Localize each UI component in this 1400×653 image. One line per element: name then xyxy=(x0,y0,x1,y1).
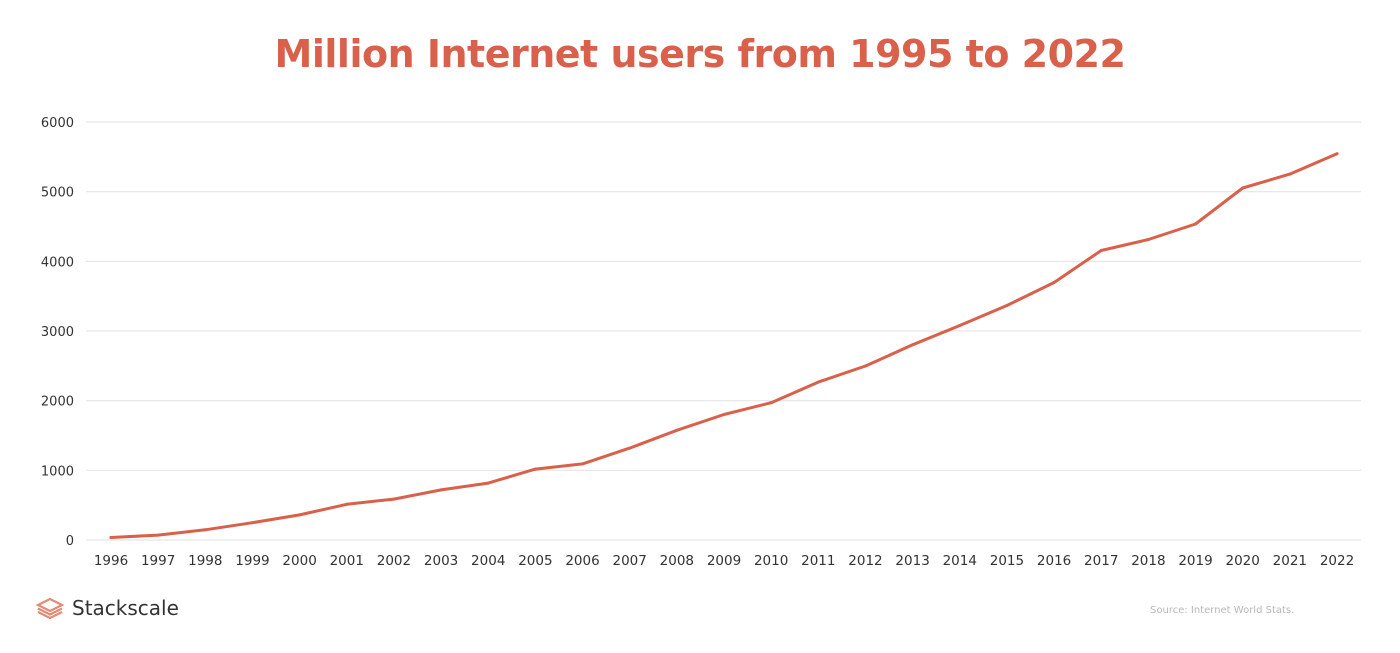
brand-logo: Stackscale xyxy=(36,594,179,622)
x-tick-label: 1999 xyxy=(235,553,269,569)
gridlines xyxy=(86,121,1361,541)
x-tick-label: 2011 xyxy=(801,553,835,569)
x-tick-label: 2000 xyxy=(282,553,316,569)
x-tick-label: 2017 xyxy=(1084,553,1118,569)
x-tick-label: 2008 xyxy=(660,553,694,569)
y-tick-label: 2000 xyxy=(41,395,74,410)
x-tick-label: 2002 xyxy=(377,553,411,569)
y-tick-label: 1000 xyxy=(41,464,74,479)
data-point xyxy=(628,446,632,450)
data-point xyxy=(1052,281,1056,285)
data-point xyxy=(298,513,302,517)
data-point xyxy=(203,528,207,532)
data-point xyxy=(722,412,726,416)
data-point xyxy=(958,323,962,327)
x-tick-label: 2013 xyxy=(895,553,929,569)
series-line xyxy=(109,152,1339,539)
data-point xyxy=(439,488,443,492)
data-point xyxy=(250,521,254,525)
x-tick-label: 2006 xyxy=(565,553,599,569)
data-point xyxy=(1146,238,1150,242)
x-tick-label: 2010 xyxy=(754,553,788,569)
x-tick-label: 2019 xyxy=(1178,553,1212,569)
y-axis-ticks: 0 1000 2000 3000 4000 5000 6000 xyxy=(41,116,74,549)
data-point xyxy=(1288,172,1292,176)
data-point xyxy=(109,535,113,539)
data-point xyxy=(1335,152,1339,156)
x-tick-label: 2014 xyxy=(943,553,977,569)
brand-name: Stackscale xyxy=(72,596,179,620)
x-tick-label: 2015 xyxy=(990,553,1024,569)
x-tick-label: 1997 xyxy=(141,553,175,569)
data-point xyxy=(345,502,349,506)
data-point xyxy=(1194,222,1198,226)
x-tick-label: 2007 xyxy=(613,553,647,569)
data-point xyxy=(533,467,537,471)
x-tick-label: 2009 xyxy=(707,553,741,569)
x-tick-label: 2016 xyxy=(1037,553,1071,569)
x-tick-label: 2004 xyxy=(471,553,505,569)
stacked-layers-icon xyxy=(36,597,64,619)
x-tick-label: 2020 xyxy=(1226,553,1260,569)
data-point xyxy=(816,380,820,384)
data-point xyxy=(769,401,773,405)
x-tick-label: 2005 xyxy=(518,553,552,569)
x-tick-label: 2001 xyxy=(330,553,364,569)
x-axis-ticks: 1996 1997 1998 1999 2000 2001 2002 2003 2004 2005… xyxy=(94,553,1354,569)
data-point xyxy=(156,533,160,537)
data-point xyxy=(1241,186,1245,190)
data-point xyxy=(675,428,679,432)
data-point xyxy=(392,497,396,501)
x-tick-label: 2022 xyxy=(1320,553,1354,569)
x-tick-label: 1998 xyxy=(188,553,222,569)
y-tick-label: 6000 xyxy=(41,116,74,131)
data-point xyxy=(863,364,867,368)
y-tick-label: 0 xyxy=(66,534,74,549)
y-tick-label: 4000 xyxy=(41,255,74,270)
data-point xyxy=(1099,248,1103,252)
x-tick-label: 2021 xyxy=(1273,553,1307,569)
x-tick-label: 1996 xyxy=(94,553,128,569)
x-tick-label: 2012 xyxy=(848,553,882,569)
data-point xyxy=(1005,304,1009,308)
x-tick-label: 2003 xyxy=(424,553,458,569)
source-note: Source: Internet World Stats. xyxy=(1150,605,1295,616)
x-tick-label: 2018 xyxy=(1131,553,1165,569)
data-point xyxy=(911,343,915,347)
data-point xyxy=(486,481,490,485)
series-group xyxy=(109,152,1339,539)
data-point xyxy=(581,462,585,466)
chart-title: Million Internet users from 1995 to 2022 xyxy=(274,32,1126,76)
y-tick-label: 3000 xyxy=(41,325,74,340)
y-tick-label: 5000 xyxy=(41,186,74,201)
